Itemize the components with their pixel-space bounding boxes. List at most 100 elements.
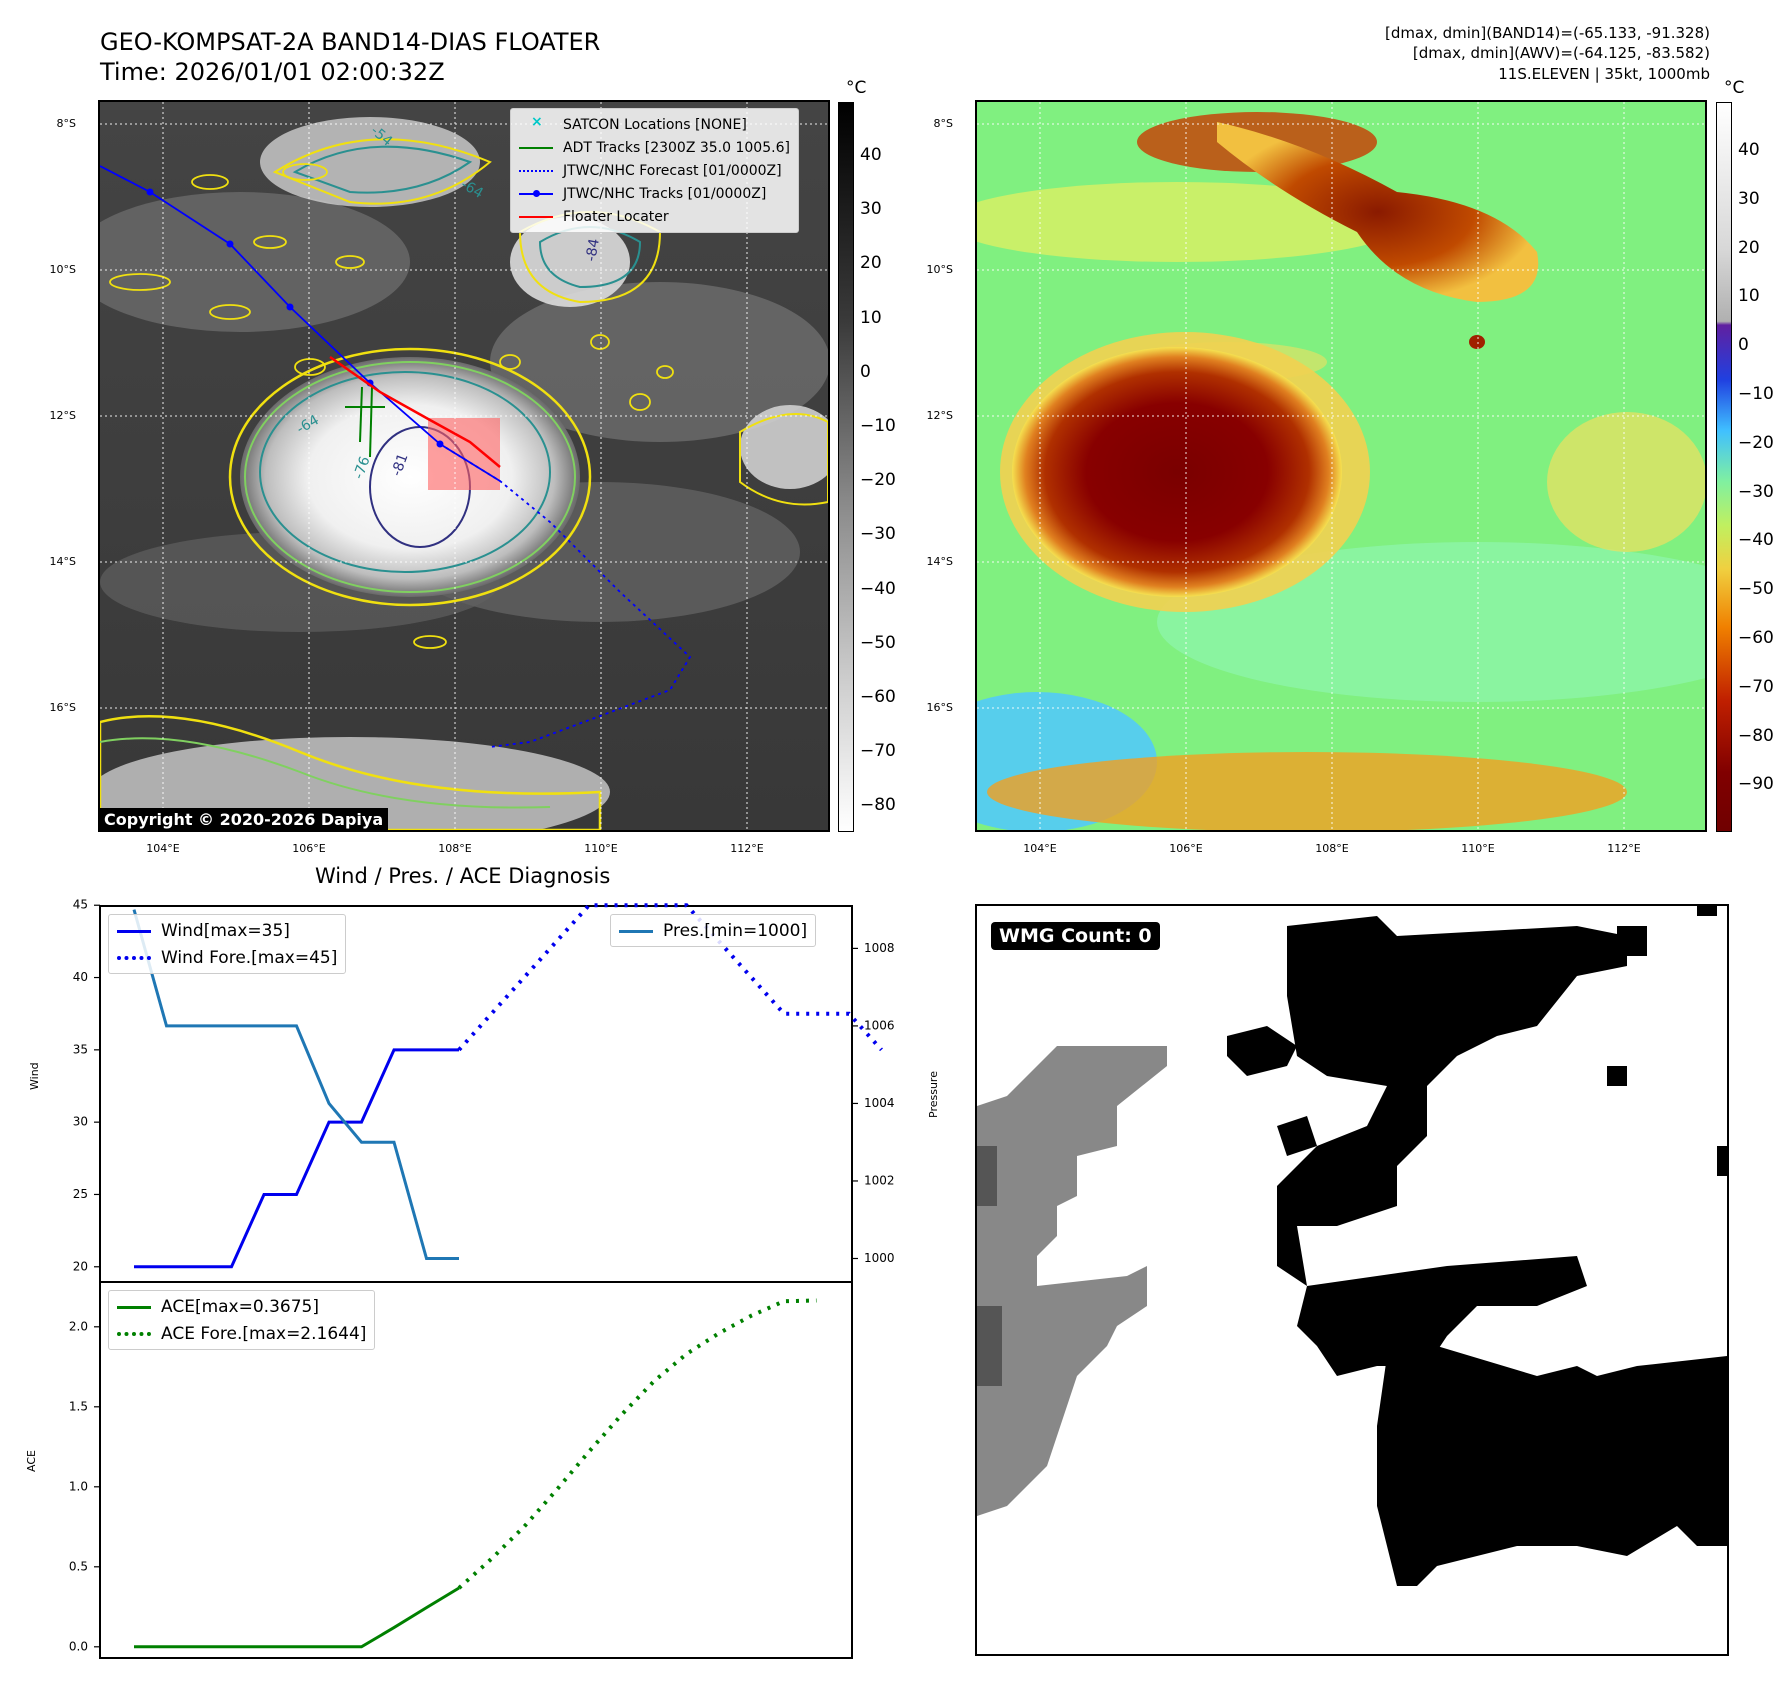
- legend-ace-fore: ACE Fore.[max=2.1644]: [117, 1320, 366, 1347]
- legend-pres: Pres.[min=1000]: [619, 917, 807, 944]
- wind-ytick-label-3: 30: [73, 1115, 88, 1129]
- diag-marks: [132, 903, 883, 1649]
- wind-ytick-label-4: 25: [73, 1187, 88, 1201]
- floater-locater-line: [329, 355, 501, 468]
- ir-map-panel: -64 -76 -81 -64 -54 -84 × SATCON Locatio…: [98, 100, 830, 832]
- wind-ytick-label-2: 35: [73, 1042, 88, 1056]
- wv-map-svg: [977, 102, 1705, 830]
- floater-line-icon: [519, 211, 553, 223]
- wv-lon-tick-3: 110°E: [1461, 842, 1495, 855]
- ir-lat-tick-4: 16°S: [49, 701, 76, 714]
- satcon-icon: ×: [531, 113, 543, 130]
- ace-ytick-label-3: 0.5: [69, 1559, 88, 1573]
- pres-legend: Pres.[min=1000]: [610, 914, 817, 947]
- contour-south-yellow: [100, 715, 602, 830]
- copyright-badge: Copyright © 2020-2026 Dapiya: [99, 808, 389, 831]
- legend-forecast-label: JTWC/NHC Forecast [01/0000Z]: [563, 162, 782, 179]
- pres-ytick-label-3: 1002: [864, 1173, 895, 1187]
- forecast-line-icon: [519, 165, 553, 177]
- ace-forecast-line: [457, 1298, 817, 1590]
- pres-ytick-label-2: 1004: [864, 1096, 895, 1110]
- contour-label-6: -84: [583, 237, 603, 262]
- wind-line: [134, 1048, 459, 1269]
- track-line-icon: [519, 188, 553, 200]
- ir-colorbar-tick-3: 10: [860, 307, 882, 328]
- legend-wind-label: Wind[max=35]: [161, 920, 290, 941]
- ir-lon-tick-2: 108°E: [438, 842, 472, 855]
- wv-lat-tick-1: 10°S: [926, 263, 953, 276]
- ir-lon-tick-3: 110°E: [584, 842, 618, 855]
- pres-ytick-label-0: 1008: [864, 941, 895, 955]
- ir-lat-tick-2: 12°S: [49, 409, 76, 422]
- ir-colorbar-tick-6: −20: [860, 470, 896, 491]
- wmg-panel: [975, 904, 1729, 1656]
- wmg-gray-region: [977, 1046, 1167, 1516]
- legend-adt-label: ADT Tracks [2300Z 35.0 1005.6]: [563, 139, 790, 156]
- wmg-svg: [977, 906, 1727, 1586]
- wv-lon-tick-2: 108°E: [1315, 842, 1349, 855]
- pres-ytick-label-1: 1006: [864, 1018, 895, 1032]
- ace-ytick-label-1: 1.5: [69, 1399, 88, 1413]
- info-line-3: 11S.ELEVEN | 35kt, 1000mb: [1498, 65, 1710, 83]
- small-contours: [109, 163, 674, 649]
- legend-satcon: × SATCON Locations [NONE]: [519, 113, 790, 136]
- ir-lon-tick-4: 112°E: [730, 842, 764, 855]
- wind-fore-line-icon: [117, 952, 151, 964]
- ir-colorbar-tick-8: −40: [860, 578, 896, 599]
- wv-east-haze: [1547, 412, 1705, 552]
- legend-floater-label: Floater Locater: [563, 208, 669, 225]
- contour-north-yellow: [272, 138, 492, 205]
- jtwc-forecast-line: [439, 443, 692, 748]
- ir-colorbar-tick-11: −70: [860, 741, 896, 762]
- info-line-1: [dmax, dmin](BAND14)=(-65.133, -91.328): [1385, 24, 1710, 42]
- wv-colorbar-tick-11: −70: [1738, 676, 1774, 697]
- wv-lat-tick-2: 12°S: [926, 409, 953, 422]
- ir-colorbar-tick-9: −50: [860, 632, 896, 653]
- legend-adt: ADT Tracks [2300Z 35.0 1005.6]: [519, 136, 790, 159]
- map-legend: × SATCON Locations [NONE] ADT Tracks [23…: [510, 108, 799, 233]
- wind-ytick-label-1: 40: [73, 970, 88, 984]
- ir-colorbar-tick-1: 30: [860, 199, 882, 220]
- wv-colorbar-tick-0: 40: [1738, 140, 1760, 160]
- ace-ytick-label-0: 2.0: [69, 1319, 88, 1333]
- wv-lat-tick-4: 16°S: [926, 701, 953, 714]
- wv-lon-tick-0: 104°E: [1023, 842, 1057, 855]
- ir-colorbar: [838, 102, 854, 832]
- ir-colorbar-tick-5: −10: [860, 416, 896, 436]
- legend-tracks: JTWC/NHC Tracks [01/0000Z]: [519, 182, 790, 205]
- legend-tracks-label: JTWC/NHC Tracks [01/0000Z]: [563, 185, 767, 202]
- ace-ytick-label-4: 0.0: [69, 1639, 88, 1653]
- adt-tracks: [345, 386, 385, 458]
- contour-green: [244, 361, 576, 593]
- pres-ytick-label-4: 1000: [864, 1251, 895, 1265]
- ace-line-icon: [117, 1301, 151, 1313]
- ace-fore-line-icon: [117, 1328, 151, 1340]
- cloud-east: [490, 282, 828, 442]
- wmg-dark-gray: [977, 1146, 1002, 1386]
- legend-satcon-label: SATCON Locations [NONE]: [563, 116, 747, 133]
- legend-floater: Floater Locater: [519, 205, 790, 228]
- ir-colorbar-tick-10: −60: [860, 687, 896, 707]
- legend-ace-label: ACE[max=0.3675]: [161, 1296, 319, 1317]
- ir-colorbar-tick-12: −80: [860, 795, 896, 816]
- wv-ne-cloud: [1217, 122, 1539, 302]
- wv-colorbar-tick-5: −10: [1738, 384, 1774, 404]
- wv-lon-tick-4: 112°E: [1607, 842, 1641, 855]
- ir-lat-tick-0: 8°S: [56, 117, 76, 130]
- wv-colorbar-tick-2: 20: [1738, 237, 1760, 258]
- contour-east-yellow: [739, 413, 828, 506]
- wv-colorbar-tick-1: 30: [1738, 188, 1760, 209]
- info-line-2: [dmax, dmin](AWV)=(-64.125, -83.582): [1412, 44, 1710, 62]
- ace-ylabel: ACE: [25, 1450, 38, 1472]
- diag-chart: 45 40 35 30 25 20 1008 1006 1004 1002 1000 2.0 1.5 1.…: [69, 898, 895, 1659]
- wv-small-cell: [1469, 335, 1485, 349]
- contour-label-2: -76: [351, 454, 374, 481]
- wv-north-haze: [977, 182, 1407, 262]
- contour-north-teal: [292, 145, 473, 194]
- wind-legend: Wind[max=35] Wind Fore.[max=45]: [108, 914, 347, 974]
- legend-wind: Wind[max=35]: [117, 917, 337, 944]
- wv-colorbar-tick-12: −80: [1738, 725, 1774, 746]
- figure-time: Time: 2026/01/01 02:00:32Z: [100, 58, 445, 86]
- ir-lon-tick-0: 104°E: [146, 842, 180, 855]
